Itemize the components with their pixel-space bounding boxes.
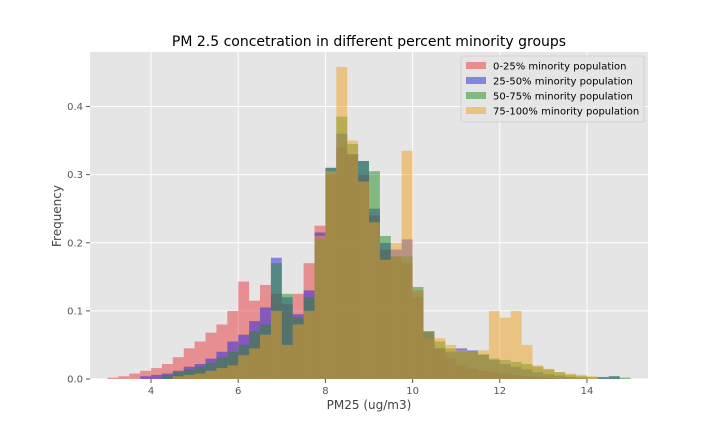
series-4-bars — [172, 66, 598, 380]
histogram-bar — [554, 372, 566, 379]
histogram-bar — [379, 259, 391, 379]
legend-swatch — [466, 107, 486, 114]
legend-swatch — [466, 77, 486, 84]
histogram-bar — [172, 357, 184, 379]
histogram-bar — [303, 310, 315, 379]
histogram-bar — [281, 344, 293, 379]
histogram-bar — [238, 281, 250, 379]
histogram-bar — [260, 334, 271, 379]
histogram-bar — [586, 376, 598, 379]
histogram-bar — [510, 310, 522, 379]
histogram-bar — [499, 317, 511, 379]
x-tick-label: 6 — [235, 386, 241, 397]
histogram-bar — [565, 373, 577, 379]
histogram-bar — [161, 364, 173, 379]
histogram-bar — [412, 290, 424, 379]
axis-ticks: 4 6 8 10 12 14 0.0 0.1 0.2 0.3 0.4 — [67, 102, 593, 397]
legend-swatch — [466, 62, 486, 69]
histogram-bar — [521, 344, 533, 379]
x-tick-label: 10 — [406, 386, 419, 397]
histogram-bar — [358, 181, 369, 379]
histogram-bar — [488, 310, 500, 379]
histogram-bar — [576, 374, 587, 379]
histogram-bar — [140, 376, 152, 379]
histogram-bar — [183, 374, 195, 379]
histogram-bar — [238, 355, 250, 379]
histogram-bar — [445, 344, 457, 379]
histogram-bars — [107, 66, 631, 380]
legend-swatch — [466, 92, 486, 99]
y-tick-label: 0.2 — [67, 238, 83, 249]
legend-label: 0-25% minority population — [493, 62, 626, 73]
histogram-bar — [390, 242, 402, 379]
histogram-bar — [314, 235, 326, 379]
histogram-bar — [205, 370, 217, 379]
histogram-bar — [140, 370, 152, 379]
histogram-bar — [151, 368, 162, 379]
histogram-bar — [227, 365, 239, 379]
legend-label: 75-100% minority population — [493, 107, 639, 118]
histogram-bar — [172, 376, 184, 379]
histogram-bar — [107, 377, 119, 379]
histogram-bar — [423, 338, 435, 379]
x-tick-label: 12 — [493, 386, 506, 397]
legend-label: 25-50% minority population — [493, 77, 633, 88]
histogram-bar — [369, 222, 380, 379]
histogram-bar — [477, 350, 489, 379]
histogram-bar — [249, 348, 261, 379]
histogram-bar — [183, 369, 195, 379]
histogram-bar — [434, 338, 446, 379]
histogram-bar — [194, 341, 206, 379]
histogram-bar — [608, 376, 620, 379]
histogram-bar — [281, 293, 293, 379]
histogram-bar — [532, 365, 544, 379]
y-tick-label: 0.3 — [67, 170, 83, 181]
histogram-bar — [270, 310, 282, 379]
histogram-bar — [194, 373, 206, 379]
histogram-bar — [205, 332, 217, 379]
histogram-bar — [336, 66, 348, 380]
legend-label: 50-75% minority population — [493, 92, 633, 103]
histogram-bar — [183, 348, 195, 379]
x-tick-label: 4 — [148, 386, 154, 397]
histogram-bar — [325, 171, 337, 379]
chart-title: PM 2.5 concetration in different percent… — [172, 34, 566, 50]
histogram-bar — [151, 374, 162, 379]
histogram-bar — [467, 351, 478, 379]
y-tick-label: 0.4 — [67, 102, 83, 113]
histogram-bar — [118, 376, 130, 379]
histogram-bar — [597, 377, 609, 379]
histogram-bar — [172, 372, 184, 379]
histogram-bar — [401, 150, 413, 379]
y-tick-label: 0.0 — [67, 375, 83, 386]
y-axis-label: Frequency — [50, 185, 64, 247]
histogram-bar — [619, 377, 631, 379]
y-tick-label: 0.1 — [67, 306, 83, 317]
histogram-bar — [194, 366, 206, 379]
histogram-bar — [216, 368, 228, 379]
x-tick-label: 8 — [322, 386, 328, 397]
histogram-bar — [347, 140, 359, 379]
x-axis-label: PM25 (ug/m3) — [327, 398, 412, 412]
histogram-bar — [161, 374, 173, 379]
histogram-bar — [292, 324, 304, 379]
histogram-bar — [456, 350, 468, 379]
legend-box — [460, 55, 645, 123]
x-tick-label: 14 — [581, 386, 594, 397]
histogram-bar — [129, 373, 141, 379]
legend: 0-25% minority population 25-50% minority… — [460, 55, 645, 123]
histogram-bar — [543, 368, 555, 379]
